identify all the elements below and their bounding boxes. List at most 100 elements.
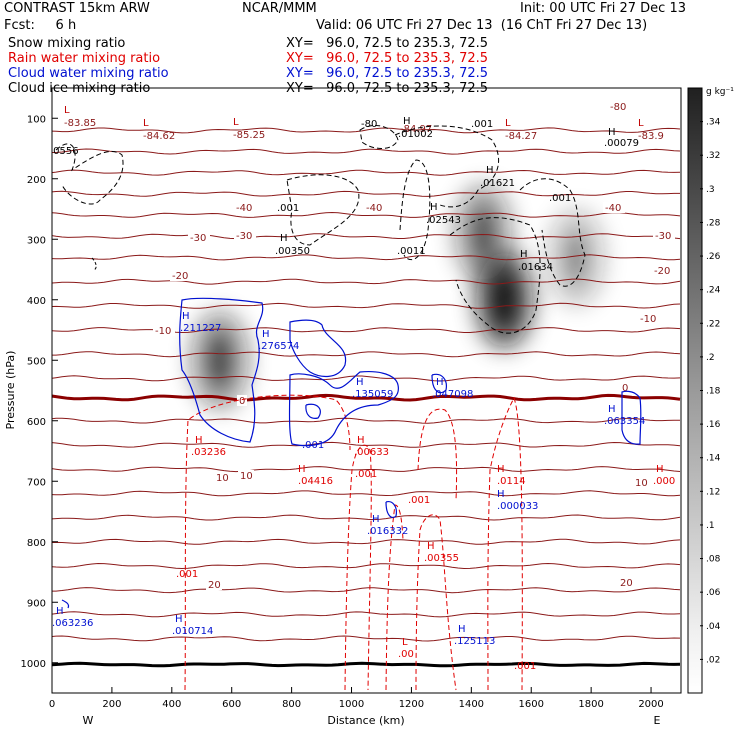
cloud-ice-label: .00079 [604,138,639,149]
cloud-ice-contour [394,125,500,208]
temperature-label: 10 [635,478,648,489]
cloud-ice-label: -80 [361,119,377,130]
cloud-ice-label: H [280,233,288,244]
cloud-ice-label: .01634 [518,262,553,273]
rain-label: .001 [176,569,198,580]
cloud-ice-label: .01002 [398,129,433,140]
cloud-ice-label: .02543 [426,215,461,226]
colorbar-tick-label: .34 [706,118,721,128]
temperature-label: 20 [208,580,221,591]
minimum-L: L [64,105,70,116]
snow-maximum [476,251,533,348]
colorbar-tick-label: .32 [706,151,720,161]
rain-label: .001 [355,469,377,480]
cloud-water-label: .000033 [497,501,538,512]
temperature-label: -40 [236,203,252,214]
cloud-ice-label: H [403,116,411,127]
cloud-water-label: H [458,624,466,635]
temperature-contour [52,254,681,261]
contour-label-bg [603,202,625,213]
cloud-ice-contour [55,143,124,205]
y-tick-label: 700 [27,477,46,488]
cloud-ice-contour [399,159,431,261]
rain-label: .03236 [191,447,226,458]
temperature-label: 20 [620,578,633,589]
rain-label: H [195,435,203,446]
x-tick-label: 1800 [578,699,603,710]
contour-label-bg [608,101,630,112]
colorbar-tick-label: .04 [706,622,721,632]
minimum-value: -84.62 [143,131,175,142]
x-tick-label: 1600 [519,699,544,710]
cloud-water-label: H [262,329,270,340]
contour-label-bg [170,270,192,281]
contour-label-bg [153,325,175,336]
minimum-value: -84.97 [400,124,432,135]
temperature-contour [52,211,681,218]
cloud-water-label: H [608,404,616,415]
snow-core [209,338,230,383]
rain-label: H [656,464,664,475]
temperature-contour [52,562,681,570]
contour-label-bg [234,202,256,213]
cloud-ice-label: .001 [549,193,571,204]
x-tick-label: 200 [102,699,121,710]
contour-label-bg [234,230,256,241]
surface-line [52,661,681,668]
cloud-water-contour [288,370,400,447]
x-tick-label: 800 [282,699,301,710]
contour-label-bg [238,470,254,481]
rain-contour [184,394,351,691]
colorbar-tick-label: .26 [706,252,721,262]
colorbar-tick-label: .18 [706,387,721,397]
colorbar-unit: g kg⁻¹ [706,87,734,97]
temperature-contour [52,148,681,155]
rain-label: .00633 [354,447,389,458]
contour-label-bg [237,395,247,406]
cloud-ice-contour [449,217,541,334]
cloud-water-contour [179,297,264,443]
rain-contour [385,504,404,691]
rain-label: .001 [408,495,430,506]
temperature-contour [52,611,681,618]
contour-label-bg [620,382,630,393]
field-cloud-ice-xy: XY= 96.0, 72.5 to 235.3, 72.5 [286,81,489,96]
colorbar-tick-label: .2 [706,353,715,363]
cloud-water-label: H [497,489,505,500]
snow-core [566,235,587,280]
cloud-water-contour [289,319,347,377]
cloud-ice-label: .00350 [275,246,310,257]
minimum-value: -83.85 [64,118,96,129]
temperature-label: 0 [622,383,628,394]
temperature-contour [52,233,681,240]
field-rain-xy: XY= 96.0, 72.5 to 235.3, 72.5 [286,51,489,66]
source-label: NCAR/MMM [242,1,317,16]
snow-maximum [191,312,248,409]
cloud-ice-label: H [486,165,494,176]
cloud-water-label: .135059 [352,389,393,400]
cloud-water-label: H [372,514,380,525]
cloud-water-label: .063236 [52,618,93,629]
rain-contour [344,444,372,691]
colorbar-tick-label: .1 [706,521,715,531]
snow-core [494,277,515,322]
rain-label: H [298,464,306,475]
minimum-value: -84.27 [505,131,537,142]
cloud-water-label: .125113 [454,636,495,647]
y-axis-label: Pressure (hPa) [4,351,17,430]
y-tick-label: 400 [27,296,46,307]
temperature-contour [52,375,681,382]
west-label: W [82,714,93,727]
cloud-water-label: .016332 [367,526,408,537]
rain-label: H [497,464,505,475]
contour-label-bg [188,232,210,243]
snow-maximum [455,185,512,282]
rain-contour [417,408,458,501]
plot-frame [51,87,682,694]
temperature-label: 0 [239,396,245,407]
colorbar [687,87,703,694]
y-tick-label: 200 [27,175,46,186]
colorbar-tick-label: .08 [706,555,721,565]
y-tick-label: 500 [27,356,46,367]
